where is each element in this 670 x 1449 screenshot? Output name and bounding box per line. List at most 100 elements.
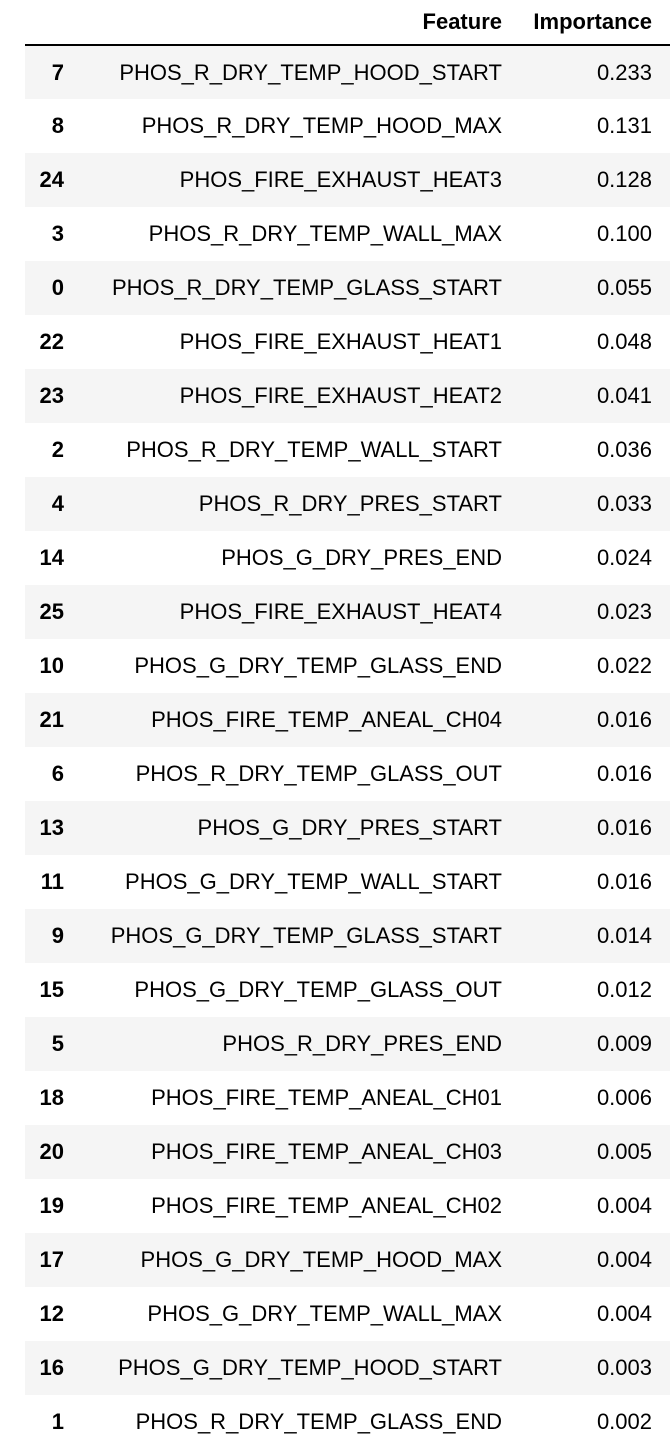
index-column-header xyxy=(25,0,70,46)
table-row: 0 PHOS_R_DRY_TEMP_GLASS_START 0.055 xyxy=(25,261,670,315)
row-index: 10 xyxy=(39,653,64,678)
row-index: 25 xyxy=(39,599,64,624)
table-row: 15 PHOS_G_DRY_TEMP_GLASS_OUT 0.012 xyxy=(25,963,670,1017)
table-row: 17 PHOS_G_DRY_TEMP_HOOD_MAX 0.004 xyxy=(25,1233,670,1287)
row-index: 21 xyxy=(39,707,64,732)
row-index: 18 xyxy=(39,1085,64,1110)
importance-cell: 0.023 xyxy=(596,599,652,624)
table-row: 3 PHOS_R_DRY_TEMP_WALL_MAX 0.100 xyxy=(25,207,670,261)
importance-cell: 0.006 xyxy=(596,1085,652,1110)
table-body: 7 PHOS_R_DRY_TEMP_HOOD_START 0.233 8 PHOS_R_… xyxy=(25,45,670,1449)
row-index: 24 xyxy=(39,167,64,192)
feature-cell: PHOS_R_DRY_TEMP_HOOD_START xyxy=(119,59,502,85)
importance-cell: 0.016 xyxy=(596,761,652,786)
feature-cell: PHOS_G_DRY_TEMP_HOOD_START xyxy=(118,1355,502,1380)
table-row: 7 PHOS_R_DRY_TEMP_HOOD_START 0.233 xyxy=(25,45,670,99)
importance-cell: 0.033 xyxy=(596,491,652,516)
feature-cell: PHOS_FIRE_EXHAUST_HEAT3 xyxy=(179,167,502,192)
row-index: 1 xyxy=(51,1409,64,1434)
table-row: 5 PHOS_R_DRY_PRES_END 0.009 xyxy=(25,1017,670,1071)
row-index: 7 xyxy=(51,59,64,85)
importance-cell: 0.024 xyxy=(596,545,652,570)
feature-cell: PHOS_FIRE_TEMP_ANEAL_CH03 xyxy=(151,1139,502,1164)
feature-cell: PHOS_R_DRY_TEMP_GLASS_START xyxy=(111,275,502,300)
row-index: 3 xyxy=(51,221,64,246)
row-index: 19 xyxy=(39,1193,64,1218)
feature-cell: PHOS_FIRE_EXHAUST_HEAT2 xyxy=(179,383,502,408)
row-index: 12 xyxy=(39,1301,64,1326)
row-index: 20 xyxy=(39,1139,64,1164)
feature-cell: PHOS_R_DRY_TEMP_WALL_START xyxy=(126,437,502,462)
importance-cell: 0.005 xyxy=(596,1139,652,1164)
table-row: 11 PHOS_G_DRY_TEMP_WALL_START 0.016 xyxy=(25,855,670,909)
row-index: 17 xyxy=(39,1247,64,1272)
feature-cell: PHOS_FIRE_TEMP_ANEAL_CH01 xyxy=(151,1085,502,1110)
feature-cell: PHOS_R_DRY_TEMP_WALL_MAX xyxy=(148,221,502,246)
table-row: 21 PHOS_FIRE_TEMP_ANEAL_CH04 0.016 xyxy=(25,693,670,747)
row-index: 15 xyxy=(39,977,64,1002)
row-index: 5 xyxy=(51,1031,64,1056)
importance-cell: 0.009 xyxy=(596,1031,652,1056)
row-index: 4 xyxy=(51,491,64,516)
table-row: 6 PHOS_R_DRY_TEMP_GLASS_OUT 0.016 xyxy=(25,747,670,801)
table-row: 18 PHOS_FIRE_TEMP_ANEAL_CH01 0.006 xyxy=(25,1071,670,1125)
row-index: 8 xyxy=(51,113,64,138)
table-row: 22 PHOS_FIRE_EXHAUST_HEAT1 0.048 xyxy=(25,315,670,369)
table-row: 9 PHOS_G_DRY_TEMP_GLASS_START 0.014 xyxy=(25,909,670,963)
feature-cell: PHOS_G_DRY_TEMP_HOOD_MAX xyxy=(140,1247,502,1272)
feature-cell: PHOS_G_DRY_PRES_START xyxy=(197,815,502,840)
feature-cell: PHOS_R_DRY_PRES_START xyxy=(198,491,502,516)
table-row: 12 PHOS_G_DRY_TEMP_WALL_MAX 0.004 xyxy=(25,1287,670,1341)
table-row: 14 PHOS_G_DRY_PRES_END 0.024 xyxy=(25,531,670,585)
importance-cell: 0.004 xyxy=(596,1301,652,1326)
feature-cell: PHOS_G_DRY_TEMP_GLASS_START xyxy=(110,923,502,948)
importance-cell: 0.014 xyxy=(596,923,652,948)
importance-cell: 0.004 xyxy=(596,1247,652,1272)
importance-cell: 0.012 xyxy=(596,977,652,1002)
importance-cell: 0.233 xyxy=(596,59,652,85)
importance-cell: 0.131 xyxy=(596,113,652,138)
table-row: 20 PHOS_FIRE_TEMP_ANEAL_CH03 0.005 xyxy=(25,1125,670,1179)
table-row: 4 PHOS_R_DRY_PRES_START 0.033 xyxy=(25,477,670,531)
feature-cell: PHOS_FIRE_TEMP_ANEAL_CH04 xyxy=(151,707,502,732)
row-index: 11 xyxy=(40,869,64,894)
row-index: 16 xyxy=(39,1355,64,1380)
importance-cell: 0.022 xyxy=(596,653,652,678)
table-header: Feature Importance xyxy=(25,0,670,46)
importance-cell: 0.004 xyxy=(596,1193,652,1218)
row-index: 14 xyxy=(39,545,64,570)
table-row: 13 PHOS_G_DRY_PRES_START 0.016 xyxy=(25,801,670,855)
feature-cell: PHOS_G_DRY_TEMP_WALL_MAX xyxy=(147,1301,502,1326)
feature-cell: PHOS_FIRE_EXHAUST_HEAT1 xyxy=(179,329,502,354)
row-index: 9 xyxy=(51,923,64,948)
row-index: 2 xyxy=(51,437,64,462)
feature-cell: PHOS_R_DRY_PRES_END xyxy=(222,1031,502,1056)
table-row: 25 PHOS_FIRE_EXHAUST_HEAT4 0.023 xyxy=(25,585,670,639)
table-row: 19 PHOS_FIRE_TEMP_ANEAL_CH02 0.004 xyxy=(25,1179,670,1233)
feature-cell: PHOS_R_DRY_TEMP_GLASS_OUT xyxy=(135,761,502,786)
importance-cell: 0.016 xyxy=(596,815,652,840)
feature-cell: PHOS_R_DRY_TEMP_HOOD_MAX xyxy=(141,113,502,138)
feature-cell: PHOS_FIRE_TEMP_ANEAL_CH02 xyxy=(151,1193,502,1218)
header-row: Feature Importance xyxy=(25,0,670,46)
importance-cell: 0.041 xyxy=(596,383,652,408)
importance-column-header: Importance xyxy=(502,0,670,46)
feature-cell: PHOS_R_DRY_TEMP_GLASS_END xyxy=(135,1409,502,1434)
table-row: 2 PHOS_R_DRY_TEMP_WALL_START 0.036 xyxy=(25,423,670,477)
table-row: 24 PHOS_FIRE_EXHAUST_HEAT3 0.128 xyxy=(25,153,670,207)
feature-cell: PHOS_G_DRY_TEMP_WALL_START xyxy=(125,869,502,894)
row-index: 23 xyxy=(39,383,64,408)
importance-cell: 0.016 xyxy=(596,707,652,732)
table-row: 16 PHOS_G_DRY_TEMP_HOOD_START 0.003 xyxy=(25,1341,670,1395)
row-index: 6 xyxy=(51,761,64,786)
importance-cell: 0.055 xyxy=(596,275,652,300)
feature-column-header: Feature xyxy=(70,0,502,46)
feature-cell: PHOS_G_DRY_PRES_END xyxy=(221,545,502,570)
importance-cell: 0.036 xyxy=(596,437,652,462)
importance-cell: 0.002 xyxy=(596,1409,652,1434)
importance-cell: 0.016 xyxy=(596,869,652,894)
table-row: 8 PHOS_R_DRY_TEMP_HOOD_MAX 0.131 xyxy=(25,99,670,153)
feature-cell: PHOS_FIRE_EXHAUST_HEAT4 xyxy=(179,599,502,624)
importance-cell: 0.003 xyxy=(596,1355,652,1380)
importance-cell: 0.100 xyxy=(596,221,652,246)
